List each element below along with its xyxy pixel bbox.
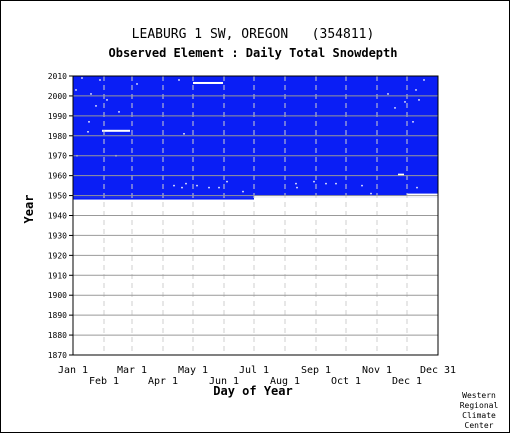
missing-data-point bbox=[313, 180, 315, 183]
missing-data-point bbox=[423, 79, 425, 81]
missing-data-point bbox=[218, 186, 220, 189]
y-tick-label: 1940 bbox=[48, 212, 67, 221]
x-tick-label: Nov 1 bbox=[362, 365, 392, 376]
missing-data-point bbox=[404, 101, 406, 103]
y-tick-label: 1960 bbox=[48, 172, 67, 181]
y-tick-label: 2000 bbox=[48, 92, 67, 101]
missing-data-gap bbox=[407, 193, 438, 196]
missing-data-point bbox=[181, 186, 183, 189]
missing-data-point bbox=[81, 77, 83, 79]
missing-data-point bbox=[335, 182, 337, 185]
y-tick-label: 1870 bbox=[48, 351, 67, 360]
y-tick-label: 1980 bbox=[48, 132, 67, 141]
y-tick-label: 1950 bbox=[48, 192, 67, 201]
x-tick-label: Feb 1 bbox=[89, 376, 119, 387]
y-tick-label: 1900 bbox=[48, 291, 67, 300]
credit-line: Center bbox=[465, 421, 494, 430]
credit-line: Western bbox=[462, 391, 496, 400]
data-layer bbox=[73, 76, 438, 200]
observed-data-block bbox=[73, 76, 438, 198]
missing-data-point bbox=[416, 186, 418, 189]
y-tick-label: 1890 bbox=[48, 311, 67, 320]
missing-data-point bbox=[173, 184, 175, 187]
missing-data-point bbox=[226, 180, 228, 183]
missing-data-point bbox=[99, 79, 101, 81]
missing-data-point bbox=[418, 99, 420, 101]
missing-data-point bbox=[118, 111, 120, 113]
missing-data-point bbox=[361, 184, 363, 187]
missing-data-point bbox=[185, 182, 187, 185]
y-tick-label: 1970 bbox=[48, 152, 67, 161]
missing-data-point bbox=[136, 83, 138, 85]
missing-data-point bbox=[87, 131, 89, 133]
missing-data-point bbox=[183, 133, 185, 135]
missing-data-point bbox=[370, 192, 372, 195]
missing-data-point bbox=[296, 186, 298, 189]
missing-data-point bbox=[387, 93, 389, 95]
missing-data-point bbox=[295, 182, 297, 185]
x-tick-label: Apr 1 bbox=[148, 376, 178, 387]
observed-data-block bbox=[73, 197, 254, 200]
missing-data-gap bbox=[398, 173, 404, 176]
credit-line: Regional bbox=[460, 401, 499, 410]
y-tick-label: 2010 bbox=[48, 72, 67, 81]
missing-data-point bbox=[178, 79, 180, 81]
x-tick-label: Dec 1 bbox=[392, 376, 422, 387]
x-tick-label: May 1 bbox=[178, 365, 208, 376]
missing-data-point bbox=[412, 121, 414, 123]
missing-data-point bbox=[394, 107, 396, 109]
missing-data-point bbox=[196, 184, 198, 187]
y-tick-label: 1910 bbox=[48, 271, 67, 280]
x-tick-label: Dec 31 bbox=[420, 365, 456, 376]
chart-title: LEABURG 1 SW, OREGON (354811) bbox=[132, 27, 375, 42]
y-tick-label: 1930 bbox=[48, 231, 67, 240]
x-axis-label: Day of Year bbox=[213, 384, 292, 398]
missing-data-point bbox=[88, 121, 90, 123]
missing-data-point bbox=[75, 89, 77, 91]
missing-data-point bbox=[242, 190, 244, 193]
missing-data-gap bbox=[193, 81, 223, 84]
missing-data-point bbox=[208, 186, 210, 189]
x-tick-labels: Jan 1 Mar 1 May 1 Jul 1 Sep 1 Nov 1 Dec 31 Feb … bbox=[58, 365, 456, 387]
missing-data-point bbox=[415, 89, 417, 91]
y-tick-labels: 2010 2000 1990 1980 1970 1960 1950 1940 1930 1920… bbox=[48, 72, 67, 360]
credit-line: Climate bbox=[462, 411, 496, 420]
y-tick-label: 1880 bbox=[48, 331, 67, 340]
missing-data-gap bbox=[102, 129, 130, 132]
missing-data-point bbox=[325, 182, 327, 185]
y-tick-label: 1990 bbox=[48, 112, 67, 121]
y-axis-label: Year bbox=[22, 195, 36, 224]
missing-data-point bbox=[106, 99, 108, 101]
missing-data-point bbox=[95, 105, 97, 107]
x-tick-label: Aug 1 bbox=[270, 376, 300, 387]
x-tick-label: Mar 1 bbox=[117, 365, 147, 376]
plot-area-border bbox=[72, 75, 439, 356]
gridlines bbox=[69, 75, 438, 356]
x-tick-label: Jun 1 bbox=[209, 376, 239, 387]
wrcc-credit: Western Regional Climate Center bbox=[460, 391, 499, 430]
x-tick-label: Jan 1 bbox=[58, 365, 88, 376]
chart-subtitle: Observed Element : Daily Total Snowdepth bbox=[109, 46, 398, 60]
x-tick-label: Oct 1 bbox=[331, 376, 361, 387]
x-tick-label: Jul 1 bbox=[239, 365, 269, 376]
x-tick-label: Sep 1 bbox=[301, 365, 331, 376]
missing-data-point bbox=[90, 93, 92, 95]
y-tick-label: 1920 bbox=[48, 251, 67, 260]
